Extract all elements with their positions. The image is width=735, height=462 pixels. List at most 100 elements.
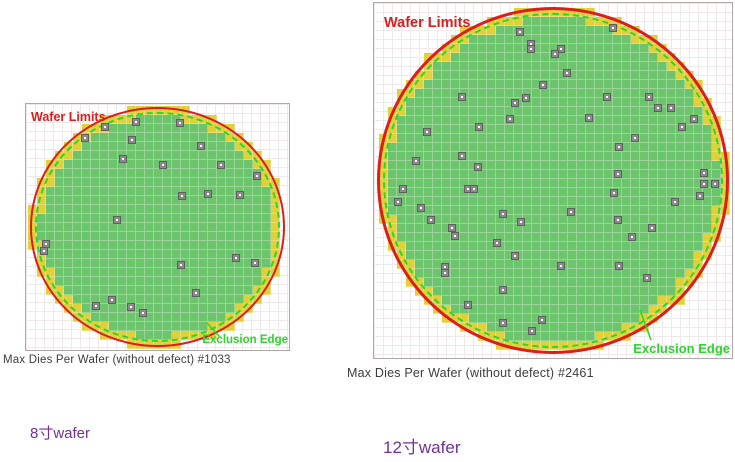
defect-die-marker (539, 81, 548, 90)
defect-die-marker (567, 208, 576, 217)
defect-die-marker (139, 309, 148, 318)
defect-die-marker (700, 169, 709, 178)
defect-die-marker (551, 50, 560, 59)
defect-die-marker (628, 232, 637, 241)
die-cell-partial (208, 331, 217, 340)
defect-die-marker (614, 169, 623, 178)
defect-die-marker (398, 185, 407, 194)
defect-die-marker (498, 318, 507, 327)
wafer-limits-label: Wafer Limits (384, 15, 471, 31)
wafer-limits-circle (30, 107, 285, 347)
defect-die-marker (252, 171, 261, 180)
defect-die-marker (100, 123, 109, 132)
defect-die-marker (614, 262, 623, 271)
wafer-map-panel-12inch: Wafer Limits Exclusion Edge (373, 2, 733, 359)
defect-die-marker (671, 198, 680, 207)
wafer-caption: Max Dies Per Wafer (without defect) #103… (3, 354, 231, 366)
exclusion-edge-label: Exclusion Edge (202, 334, 288, 346)
defect-die-marker (235, 190, 244, 199)
defect-die-marker (457, 151, 466, 160)
exclusion-edge-label: Exclusion Edge (633, 341, 730, 356)
wafer-limits-label: Wafer Limits (31, 110, 106, 124)
defect-die-marker (132, 118, 141, 127)
defect-die-marker (511, 251, 520, 260)
defect-die-marker (192, 288, 201, 297)
defect-die-marker (562, 68, 571, 77)
defect-die-marker (469, 185, 478, 194)
defect-die-marker (127, 135, 136, 144)
exclusion-edge-leader-line (206, 322, 221, 338)
defect-die-marker (158, 160, 167, 169)
defect-die-marker (527, 327, 536, 336)
defect-die-marker (423, 127, 432, 136)
defect-die-marker (689, 115, 698, 124)
defect-die-marker (515, 28, 524, 37)
die-cell-partial (262, 286, 271, 295)
defect-die-marker (700, 180, 709, 189)
defect-die-marker (80, 134, 89, 143)
defect-die-marker (556, 44, 565, 53)
exclusion-edge-leader-line (639, 309, 652, 341)
defect-die-marker (176, 119, 185, 128)
defect-die-marker (648, 224, 657, 233)
defect-die-marker (511, 99, 520, 108)
defect-die-marker (498, 285, 507, 294)
defect-die-marker (609, 23, 618, 32)
wafer-map-panel-8inch: Wafer Limits Exclusion Edge (25, 103, 290, 351)
defect-die-marker (393, 198, 402, 207)
defect-die-marker (667, 104, 676, 113)
wafer-caption: Max Dies Per Wafer (without defect) #246… (347, 366, 594, 380)
defect-die-marker (695, 192, 704, 201)
wafer-info-block: 12寸wafer Die尺寸: 5*5mm 产出数: 2461pcs (383, 393, 512, 462)
defect-die-marker (92, 302, 101, 311)
defect-die-marker (217, 160, 226, 169)
defect-die-marker (610, 189, 619, 198)
wafer-size-line: 12寸wafer (383, 438, 461, 457)
defect-die-marker (113, 216, 122, 225)
defect-die-marker (474, 162, 483, 171)
defect-die-marker (441, 268, 450, 277)
defect-die-marker (643, 274, 652, 283)
defect-die-marker (197, 142, 206, 151)
defect-die-marker (457, 93, 466, 102)
defect-die-marker (250, 259, 259, 268)
defect-die-marker (677, 122, 686, 131)
defect-die-marker (644, 93, 653, 102)
defect-die-marker (204, 189, 213, 198)
defect-die-marker (231, 253, 240, 262)
wafer-size-line: 8寸wafer (30, 425, 91, 442)
defect-die-marker (119, 154, 128, 163)
defect-die-marker (40, 246, 49, 255)
defect-die-marker (411, 156, 420, 165)
defect-die-marker (451, 231, 460, 240)
defect-die-marker (127, 302, 136, 311)
defect-die-marker (492, 239, 501, 248)
defect-die-marker (108, 295, 116, 304)
die-cell-partial (226, 322, 235, 331)
defect-die-marker (177, 191, 186, 200)
defect-die-marker (474, 122, 483, 131)
defect-die-marker (613, 216, 622, 225)
defect-die-marker (527, 45, 536, 54)
die-cell-partial (271, 268, 280, 277)
wafer-limits-circle (377, 7, 729, 354)
defect-die-marker (538, 316, 547, 325)
defect-die-marker (654, 104, 663, 113)
defect-die-marker (522, 94, 531, 103)
defect-die-marker (416, 204, 425, 213)
defect-die-marker (463, 300, 472, 309)
defect-die-marker (498, 209, 507, 218)
die-cell-partial (676, 296, 685, 305)
defect-die-marker (427, 216, 436, 225)
defect-die-marker (557, 262, 566, 271)
defect-die-marker (177, 260, 186, 269)
defect-die-marker (603, 93, 612, 102)
defect-die-marker (506, 115, 515, 124)
defect-die-marker (516, 217, 525, 226)
defect-die-marker (631, 133, 640, 142)
defect-die-marker (585, 114, 594, 123)
wafer-info-block: 8寸wafer Die尺寸: 5*5mm 产出数: 1033pcs (30, 386, 144, 462)
defect-die-marker (614, 143, 623, 152)
defect-die-marker (711, 180, 720, 189)
